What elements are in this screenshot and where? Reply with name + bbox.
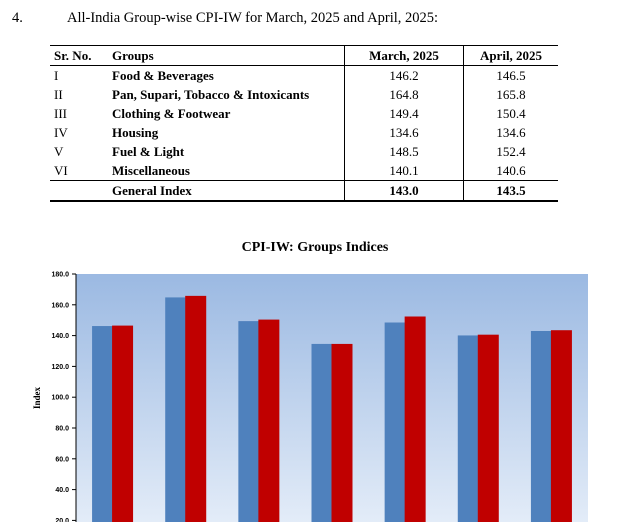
row-april: 140.6	[463, 161, 558, 181]
bar-series-2-item-4	[331, 343, 353, 522]
y-tick-label: 140.0	[51, 333, 69, 340]
header-march: March, 2025	[344, 45, 464, 66]
bar-series-2-item-2	[185, 295, 207, 522]
bar-chart: 180.0 160.0 140.0 120.0 100.0 80.0 60.0 40.0 20.…	[32, 272, 588, 522]
y-axis: 180.0 160.0 140.0 120.0 100.0 80.0 60.0 40.0 20.…	[51, 272, 77, 522]
header-april: April, 2025	[463, 45, 558, 66]
section-title: All-India Group-wise CPI-IW for March, 2…	[67, 10, 439, 26]
chart-title: CPI-IW: Groups Indices	[241, 240, 389, 255]
row-april: 146.5	[463, 65, 558, 85]
table-row: VI Miscellaneous 140.1 140.6	[50, 161, 558, 181]
row-group: Housing	[112, 125, 159, 140]
row-march: 148.5	[344, 142, 464, 161]
bar-series-2-item-6	[477, 334, 499, 522]
table-header-row: Sr. No. Groups March, 2025 April, 2025	[50, 45, 558, 66]
row-sr: III	[54, 106, 67, 121]
bar-series-1-item-3	[238, 321, 260, 522]
table-row: IV Housing 134.6 134.6	[50, 123, 558, 142]
header-groups: Groups	[112, 48, 154, 63]
total-label: General Index	[112, 183, 192, 198]
bar-series-1-item-2	[165, 297, 187, 522]
row-sr: II	[54, 87, 63, 102]
table-row: I Food & Beverages 146.2 146.5	[50, 65, 558, 85]
bar-series-1-item-1	[92, 326, 114, 522]
row-sr: IV	[54, 125, 68, 140]
y-tick-label: 120.0	[51, 364, 69, 371]
row-group: Miscellaneous	[112, 163, 190, 178]
row-april: 165.8	[463, 85, 558, 104]
row-sr: V	[54, 144, 64, 159]
row-march: 149.4	[344, 104, 464, 123]
bar-series-1-item-5	[384, 322, 406, 522]
bar-series-1-item-7	[530, 330, 552, 522]
row-group: Pan, Supari, Tobacco & Intoxicants	[112, 87, 310, 102]
table-row: III Clothing & Footwear 149.4 150.4	[50, 104, 558, 123]
y-tick-label: 160.0	[51, 302, 69, 309]
row-april: 134.6	[463, 123, 558, 142]
y-tick-label: 80.0	[55, 426, 69, 433]
y-tick-label: 20.0	[55, 518, 69, 522]
row-march: 164.8	[344, 85, 464, 104]
section-number: 4.	[12, 10, 23, 26]
y-tick-label: 100.0	[51, 395, 69, 402]
row-sr: VI	[54, 163, 68, 178]
row-group: Food & Beverages	[112, 68, 214, 83]
row-group: Fuel & Light	[112, 144, 185, 159]
y-tick-label: 180.0	[51, 272, 69, 279]
row-march: 140.1	[344, 161, 464, 181]
header-sr-no: Sr. No.	[54, 48, 92, 63]
total-march: 143.0	[344, 180, 464, 201]
table-row: II Pan, Supari, Tobacco & Intoxicants 16…	[50, 85, 558, 104]
bar-series-2-item-5	[404, 316, 426, 522]
bar-series	[92, 295, 572, 522]
table-row: V Fuel & Light 148.5 152.4	[50, 142, 558, 161]
y-tick-label: 40.0	[55, 487, 69, 494]
bar-series-2-item-1	[112, 325, 134, 522]
row-sr: I	[54, 68, 59, 83]
bar-series-1-item-4	[311, 343, 333, 522]
row-april: 150.4	[463, 104, 558, 123]
bar-series-2-item-3	[258, 319, 280, 522]
row-group: Clothing & Footwear	[112, 106, 231, 121]
cpi-table: Sr. No. Groups March, 2025 April, 2025 I…	[50, 45, 558, 202]
row-april: 152.4	[463, 142, 558, 161]
total-sr	[50, 181, 108, 202]
table-total-row: General Index 143.0 143.5	[50, 180, 558, 202]
total-april: 143.5	[463, 180, 558, 201]
bar-series-1-item-6	[457, 335, 479, 522]
row-march: 134.6	[344, 123, 464, 142]
row-march: 146.2	[344, 65, 464, 85]
y-axis-label: Index	[32, 387, 42, 410]
y-tick-label: 60.0	[55, 456, 69, 463]
bar-series-2-item-7	[550, 330, 572, 522]
